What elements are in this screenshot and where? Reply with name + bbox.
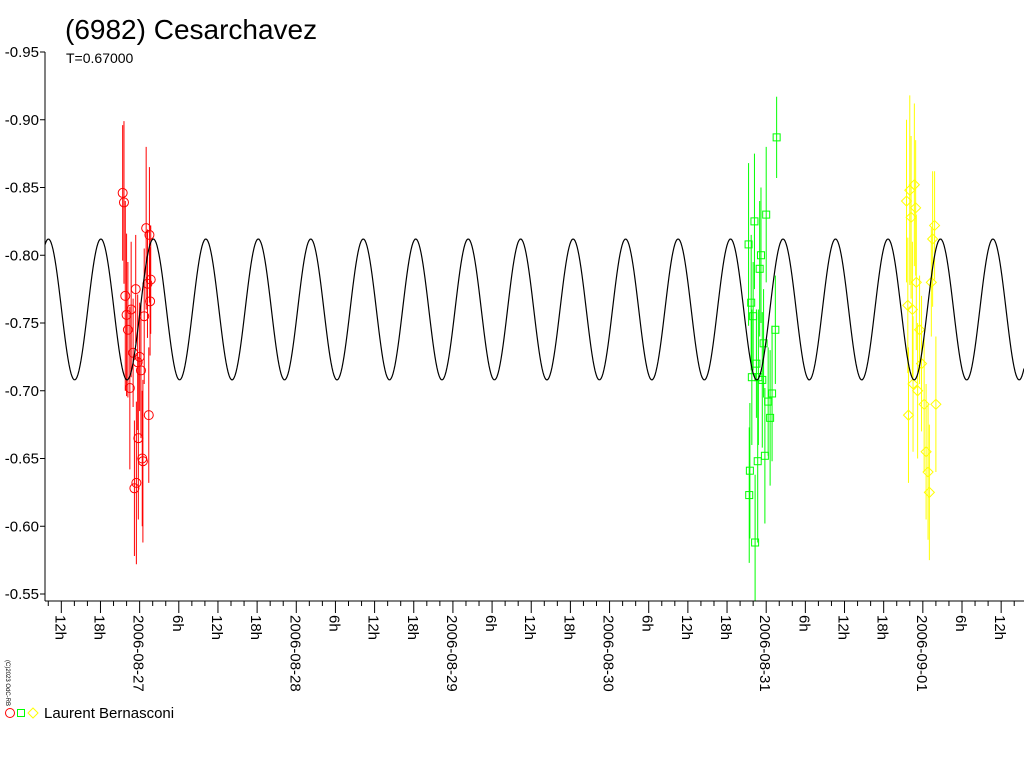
x-tick-label: 2006-08-30	[600, 615, 617, 692]
data-point	[766, 413, 775, 422]
y-tick-label: -0.80	[5, 247, 39, 264]
x-tick-label: 12h	[835, 615, 852, 640]
x-tick-label: 12h	[208, 615, 225, 640]
data-point	[909, 202, 922, 214]
y-tick-label: -0.90	[5, 112, 39, 129]
y-tick-label: -0.60	[5, 518, 39, 535]
x-tick-label: 18h	[874, 615, 891, 640]
x-tick-label: 6h	[639, 615, 656, 632]
x-tick-label: 18h	[90, 615, 107, 640]
data-point	[771, 325, 780, 334]
data-point	[751, 538, 760, 547]
data-point	[137, 456, 148, 467]
x-tick-label: 12h	[991, 615, 1008, 640]
data-point	[930, 398, 942, 411]
data-point	[923, 486, 936, 499]
data-point	[745, 466, 754, 475]
data-point	[906, 303, 919, 316]
data-point	[143, 410, 154, 421]
series-square	[744, 96, 781, 601]
data-point	[118, 197, 129, 208]
y-tick-label: -0.65	[5, 451, 39, 468]
data-layer	[117, 95, 942, 601]
x-tick-label: 6h	[952, 615, 969, 632]
series-diamond	[900, 95, 942, 561]
x-tick-label: 6h	[795, 615, 812, 632]
x-tick-label: 2006-08-29	[443, 615, 460, 692]
legend-square-marker	[17, 709, 25, 717]
data-point	[928, 219, 941, 232]
y-tick-label: -0.70	[5, 383, 39, 400]
data-point	[129, 483, 140, 494]
data-point	[130, 284, 141, 295]
data-point	[753, 457, 762, 466]
data-point	[747, 298, 756, 307]
data-point	[124, 383, 135, 394]
data-point	[135, 365, 146, 376]
x-tick-label: 12h	[521, 615, 538, 640]
x-tick-label: 12h	[365, 615, 382, 640]
data-point	[926, 233, 939, 245]
data-point	[925, 276, 938, 289]
data-point	[759, 339, 768, 348]
y-tick-label: -0.85	[5, 180, 39, 197]
data-point	[144, 229, 155, 240]
data-point	[915, 357, 928, 370]
x-tick-label: 6h	[169, 615, 186, 632]
x-tick-label: 2006-08-28	[286, 615, 303, 692]
data-point	[131, 477, 142, 488]
x-tick-label: 2006-08-31	[756, 615, 773, 692]
data-point	[752, 359, 761, 368]
data-point	[908, 179, 921, 191]
data-point	[756, 251, 765, 260]
series-circle	[117, 121, 156, 565]
data-point	[755, 264, 764, 273]
x-ticks: 12h 18h 2006-08-27 6h 12h 18h 2006-08-28 6h 12h 1…	[47, 601, 1015, 692]
data-point	[122, 324, 133, 335]
y-ticks: -0.95 -0.90 -0.85 -0.80 -0.75 -0.70 -0.65 -0.60…	[5, 44, 45, 603]
data-point	[922, 466, 934, 478]
data-point	[907, 378, 919, 390]
data-point	[918, 398, 930, 411]
x-tick-label: 18h	[560, 615, 577, 640]
data-point	[902, 409, 915, 421]
data-point	[762, 210, 771, 219]
x-tick-label: 18h	[247, 615, 264, 640]
x-tick-label: 6h	[482, 615, 499, 632]
x-tick-label: 12h	[51, 615, 68, 640]
data-point	[145, 296, 156, 307]
legend-observer: Laurent Bernasconi	[44, 705, 174, 722]
data-point	[911, 385, 924, 397]
x-tick-label: 18h	[404, 615, 421, 640]
data-point	[120, 290, 131, 301]
chart-title: (6982) Cesarchavez	[65, 14, 317, 45]
data-point	[145, 274, 156, 285]
x-tick-label: 2006-08-27	[130, 615, 147, 692]
legend-circle-marker	[5, 708, 15, 718]
data-point	[758, 375, 767, 384]
data-point	[768, 389, 777, 398]
model-curve	[45, 238, 1024, 381]
x-tick-label: 6h	[325, 615, 342, 632]
data-point	[745, 491, 754, 500]
copyright-credit: (C)2023 OdC-RB	[4, 660, 10, 706]
legend-diamond-marker	[27, 707, 39, 719]
y-tick-label: -0.75	[5, 315, 39, 332]
chart-subtitle: T=0.67000	[66, 50, 134, 66]
data-point	[750, 217, 759, 226]
data-point	[117, 187, 128, 198]
data-point	[744, 240, 753, 249]
x-tick-label: 18h	[717, 615, 734, 640]
data-point	[913, 324, 926, 336]
data-point	[772, 133, 781, 142]
y-tick-label: -0.95	[5, 44, 39, 61]
x-tick-label: 2006-09-01	[913, 615, 930, 692]
y-tick-label: -0.55	[5, 586, 39, 603]
legend: Laurent Bernasconi	[5, 705, 174, 722]
x-tick-label: 12h	[678, 615, 695, 640]
